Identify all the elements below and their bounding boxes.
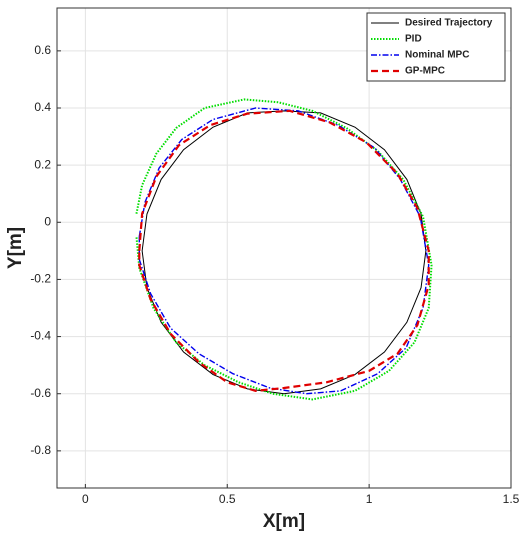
trajectory-line — [138, 107, 430, 395]
x-tick-label: 0.5 — [219, 492, 236, 506]
y-tick-label: 0.2 — [34, 157, 51, 171]
trajectory-line — [138, 109, 430, 392]
legend-label: Nominal MPC — [405, 50, 469, 61]
legend-box — [366, 12, 506, 82]
x-tick-label: 1 — [366, 492, 373, 506]
y-tick-label: 0.4 — [34, 100, 51, 114]
y-tick-label: 0.6 — [34, 43, 51, 57]
legend-label: GP-MPC — [405, 66, 445, 77]
y-tick-label: 0 — [44, 214, 51, 228]
y-tick-label: -0.8 — [30, 443, 51, 457]
trajectory-line — [141, 110, 427, 395]
legend-label: PID — [405, 34, 422, 45]
y-tick-label: -0.2 — [30, 272, 51, 286]
x-tick-label: 1.5 — [503, 492, 520, 506]
y-tick-label: -0.6 — [30, 386, 51, 400]
x-tick-label: 0 — [82, 492, 89, 506]
plot-area — [57, 8, 511, 488]
plot-border — [56, 7, 512, 489]
legend-label: Desired Trajectory — [405, 18, 493, 29]
y-axis-label: Y[m] — [5, 227, 26, 269]
x-axis-label: X[m] — [263, 511, 305, 532]
y-tick-label: -0.4 — [30, 329, 51, 343]
